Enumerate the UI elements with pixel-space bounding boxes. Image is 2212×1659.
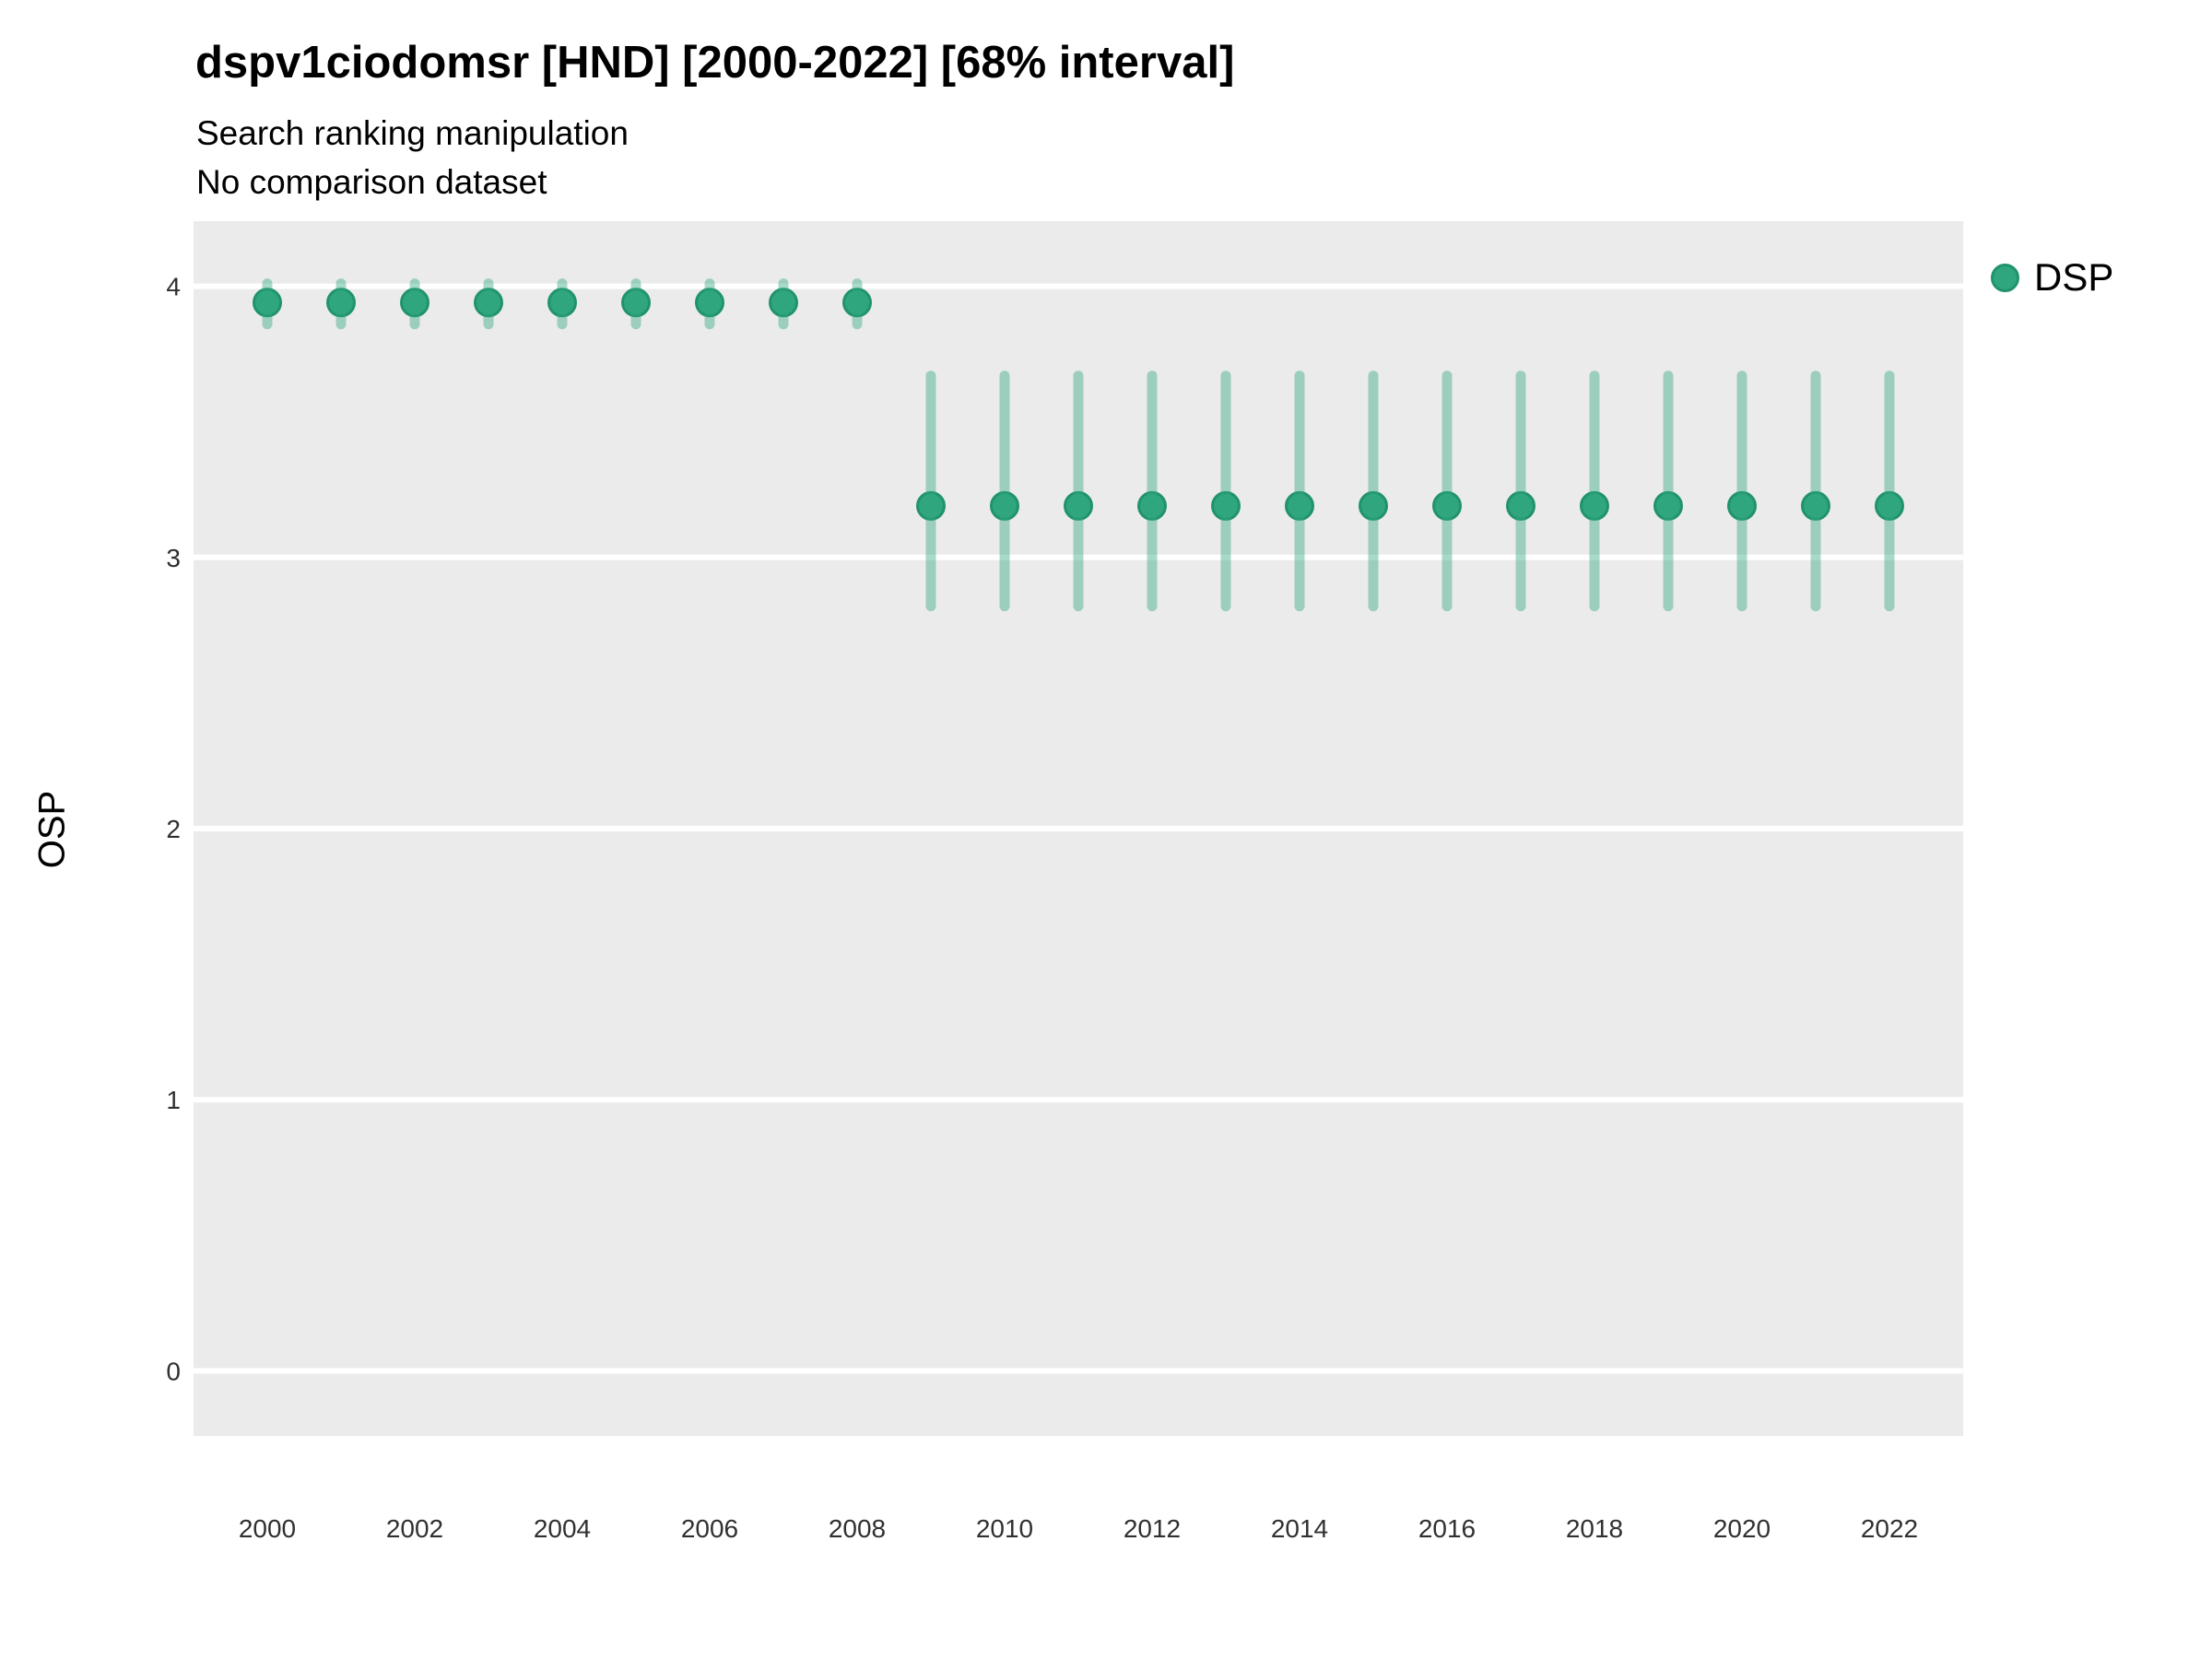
data-point-2006 <box>695 288 724 318</box>
x-tick-label-2014: 2014 <box>1271 1514 1328 1543</box>
chart-subtitle-block: Search ranking manipulation No compariso… <box>196 109 629 206</box>
y-tick-label-2: 2 <box>166 815 181 843</box>
x-tick-label-2000: 2000 <box>239 1514 296 1543</box>
data-point-2014 <box>1285 490 1314 521</box>
data-point-2021 <box>1801 490 1830 521</box>
data-point-2017 <box>1506 490 1535 521</box>
y-tick-label-4: 4 <box>166 273 181 301</box>
x-tick-label-2022: 2022 <box>1861 1514 1918 1543</box>
x-tick-label-2020: 2020 <box>1713 1514 1771 1543</box>
data-point-2022 <box>1875 490 1904 521</box>
chart-note: No comparison dataset <box>196 163 547 201</box>
x-tick-label-2012: 2012 <box>1124 1514 1181 1543</box>
data-point-2001 <box>326 288 356 318</box>
data-point-2008 <box>842 288 872 318</box>
x-tick-label-2002: 2002 <box>386 1514 443 1543</box>
data-point-2018 <box>1580 490 1609 521</box>
legend-label: DSP <box>2034 255 2114 299</box>
data-point-2004 <box>547 288 577 318</box>
chart-title: dspv1ciodomsr [HND] [2000-2022] [68% int… <box>195 38 1235 88</box>
data-point-2005 <box>621 288 651 318</box>
data-point-2007 <box>769 288 798 318</box>
data-point-2011 <box>1064 490 1093 521</box>
data-point-2020 <box>1727 490 1757 521</box>
data-point-2019 <box>1653 490 1683 521</box>
legend-key-dot-icon <box>1991 263 2019 292</box>
data-point-2009 <box>916 490 946 521</box>
chart-subtitle: Search ranking manipulation <box>196 114 629 152</box>
data-point-2016 <box>1432 490 1462 521</box>
data-point-2015 <box>1359 490 1388 521</box>
x-tick-label-2018: 2018 <box>1566 1514 1623 1543</box>
legend: DSP <box>1991 255 2113 300</box>
data-point-2010 <box>990 490 1019 521</box>
y-tick-label-3: 3 <box>166 544 181 572</box>
data-point-2000 <box>253 288 282 318</box>
y-tick-label-1: 1 <box>166 1086 181 1114</box>
y-tick-label-0: 0 <box>166 1357 181 1385</box>
x-tick-label-2004: 2004 <box>534 1514 591 1543</box>
data-point-2013 <box>1211 490 1241 521</box>
x-tick-label-2016: 2016 <box>1418 1514 1476 1543</box>
x-tick-label-2010: 2010 <box>976 1514 1033 1543</box>
data-point-2003 <box>474 288 503 318</box>
x-tick-label-2008: 2008 <box>829 1514 886 1543</box>
data-point-2012 <box>1137 490 1167 521</box>
x-tick-label-2006: 2006 <box>681 1514 738 1543</box>
data-point-2002 <box>400 288 429 318</box>
